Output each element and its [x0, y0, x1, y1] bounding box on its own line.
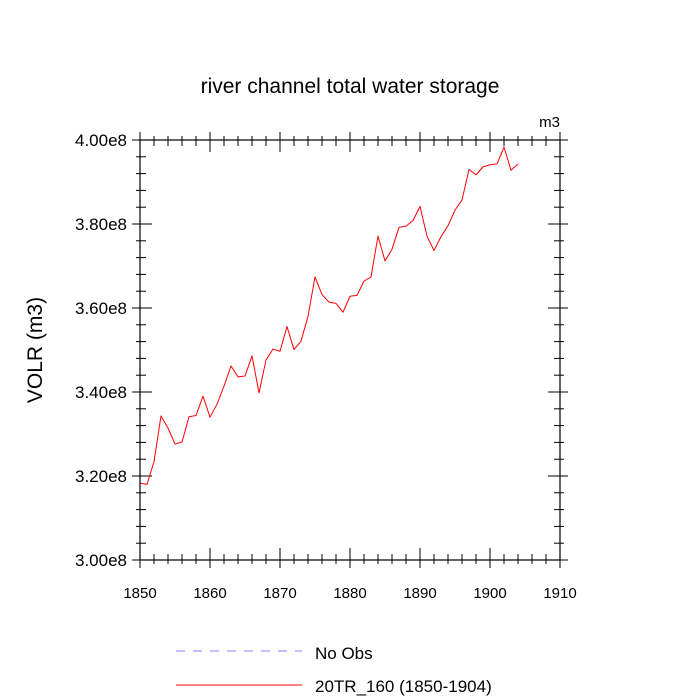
x-tick-label: 1880 [333, 585, 366, 602]
y-tick-label: 3.80e8 [75, 215, 127, 234]
legend-label-20tr-160: 20TR_160 (1850-1904) [315, 677, 492, 696]
units-label: m3 [539, 114, 560, 131]
y-axis-label: VOLR (m3) [24, 297, 47, 403]
series-line-20tr-160 [139, 146, 519, 485]
y-tick-label: 3.00e8 [75, 551, 127, 570]
y-tick-label: 3.60e8 [75, 299, 127, 318]
legend-label-no-obs: No Obs [315, 644, 373, 663]
axis-ticks [132, 132, 568, 568]
x-tick-label: 1850 [123, 585, 156, 602]
x-tick-label: 1900 [473, 585, 506, 602]
x-tick-label: 1860 [193, 585, 226, 602]
axis-tick-labels: 1850 1860 1870 1880 1890 1900 1910 3.00e8 3.20e8… [75, 131, 577, 602]
x-tick-label: 1870 [263, 585, 296, 602]
chart-title: river channel total water storage [201, 75, 500, 98]
y-tick-label: 3.40e8 [75, 383, 127, 402]
y-tick-label: 3.20e8 [75, 467, 127, 486]
x-tick-label: 1910 [543, 585, 576, 602]
y-tick-label: 4.00e8 [75, 131, 127, 150]
x-tick-label: 1890 [403, 585, 436, 602]
plot-frame [139, 139, 561, 561]
series-group [139, 146, 519, 485]
legend: No Obs 20TR_160 (1850-1904) [176, 644, 492, 696]
